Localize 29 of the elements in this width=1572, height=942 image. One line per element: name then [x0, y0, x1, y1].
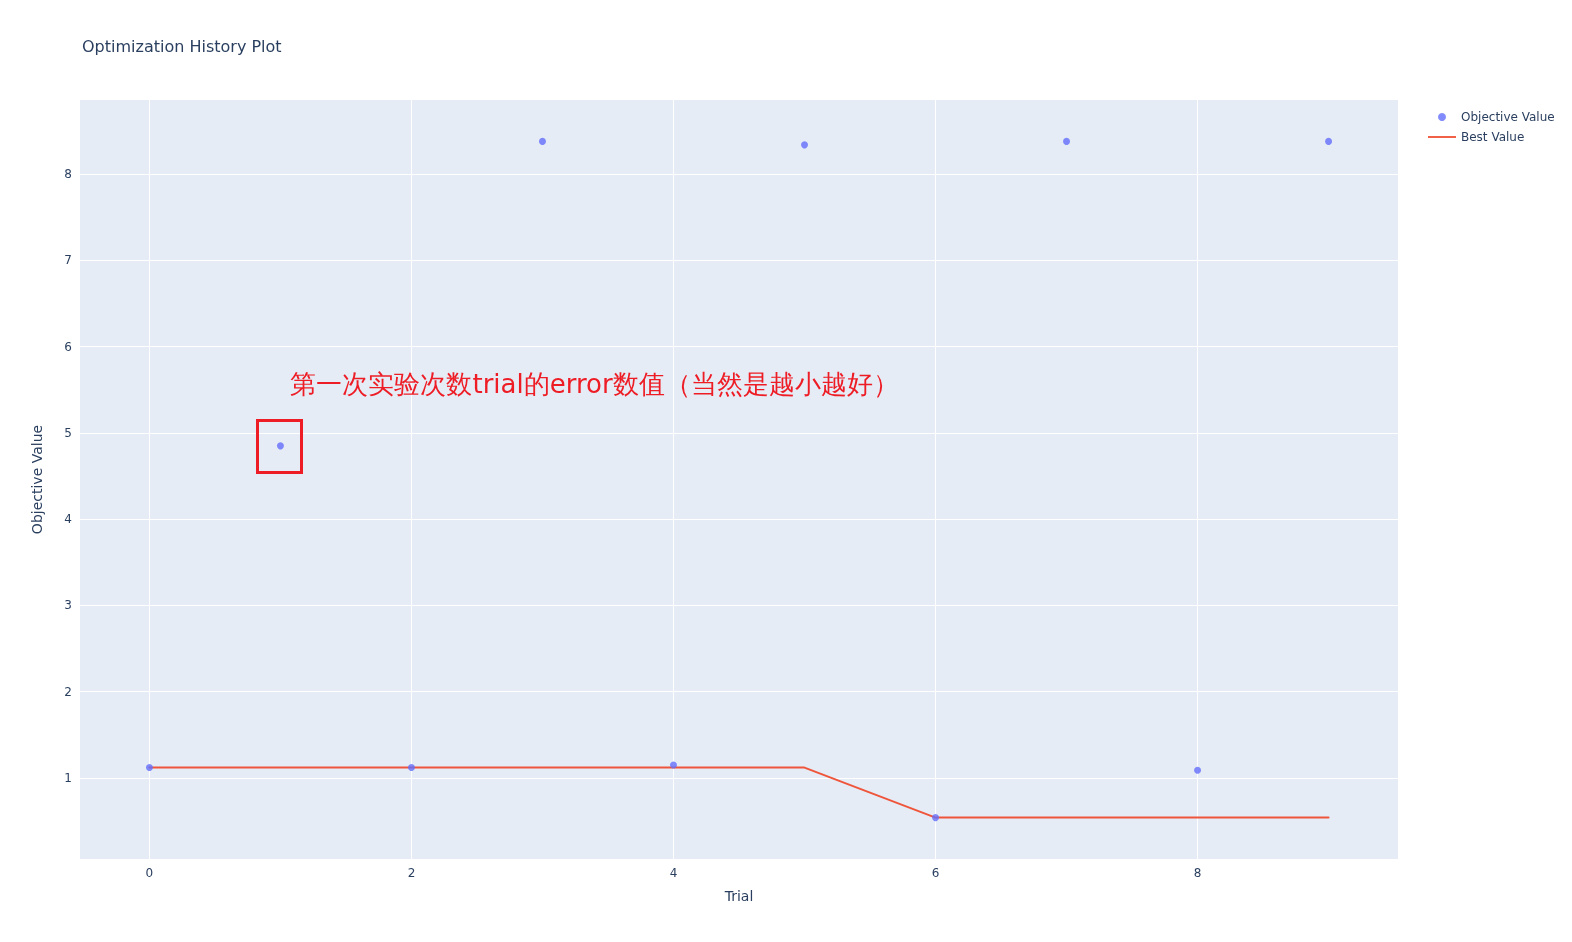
point [145, 764, 153, 772]
y-tick-label: 8 [64, 167, 72, 182]
chart-title: Optimization History Plot [82, 36, 282, 56]
legend-label: Objective Value [1461, 110, 1555, 124]
legend-label: Best Value [1461, 130, 1525, 144]
y-tick-label: 2 [64, 684, 72, 699]
point [932, 814, 940, 822]
y-tick-label: 3 [64, 598, 72, 613]
x-tick-label: 4 [669, 866, 678, 880]
point [538, 137, 546, 145]
point [1063, 137, 1071, 145]
x-tick-label: 8 [1193, 866, 1202, 880]
point [276, 442, 284, 450]
y-tick-label: 6 [64, 339, 72, 354]
x-tick-label: 6 [931, 866, 940, 880]
x-axis-title: Trial [723, 888, 754, 904]
point [407, 764, 415, 772]
y-tick-label: 4 [64, 512, 72, 527]
point [670, 761, 677, 769]
y-tick-label: 5 [64, 425, 72, 440]
y-tick-label: 1 [64, 770, 72, 785]
point [1194, 766, 1202, 774]
x-tick-label: 2 [407, 866, 416, 880]
annotation: 第一次实验次数trial的error数值（当然是越小越好） [290, 368, 899, 399]
y-axis-title: Objective Value [29, 424, 45, 535]
y-tick-label: 7 [64, 253, 72, 268]
x-tick-label: 0 [145, 866, 154, 880]
point [801, 141, 809, 149]
point [1325, 137, 1333, 145]
